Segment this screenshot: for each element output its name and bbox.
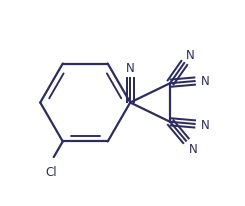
- Text: N: N: [186, 48, 195, 61]
- Text: N: N: [201, 119, 210, 132]
- Text: N: N: [126, 61, 135, 74]
- Text: N: N: [188, 143, 197, 156]
- Text: N: N: [201, 74, 210, 87]
- Text: Cl: Cl: [45, 165, 57, 178]
